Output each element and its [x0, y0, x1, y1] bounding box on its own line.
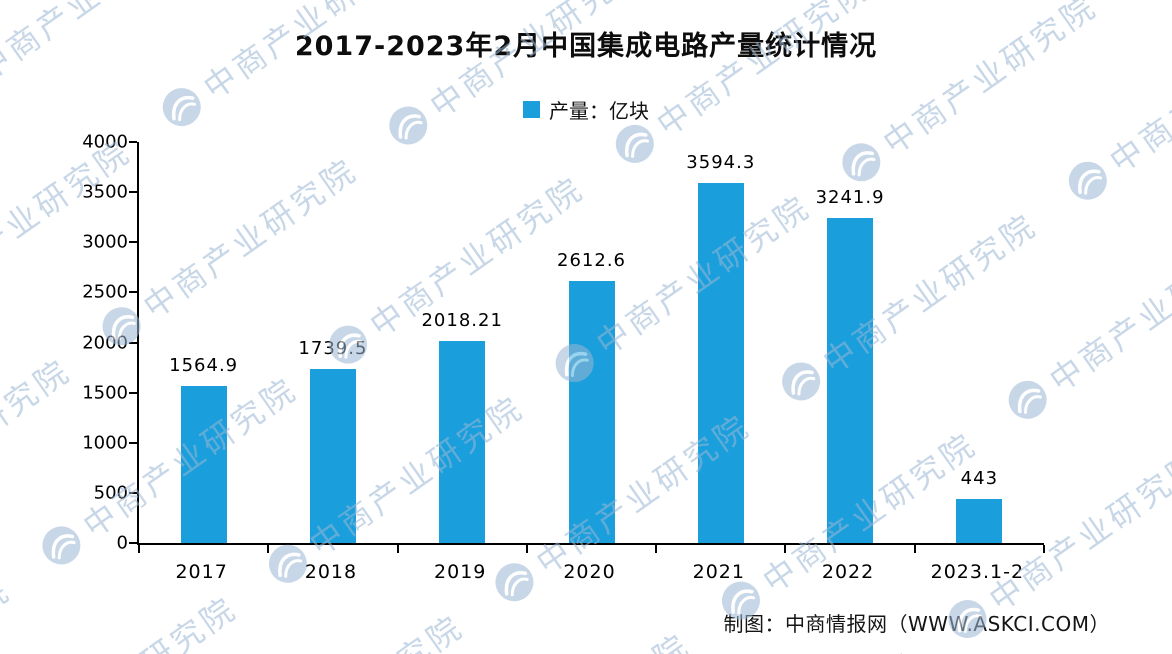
watermark-item: 中商产业研究院 — [1164, 457, 1172, 654]
bar-value-label: 2612.6 — [557, 250, 626, 272]
x-tick-label: 2018 — [304, 561, 358, 583]
x-tick-label: 2023.1-2 — [930, 561, 1025, 583]
y-tick-label: 0 — [116, 532, 128, 554]
bar-value-label: 3241.9 — [815, 187, 885, 208]
x-tick-label: 2021 — [692, 561, 745, 583]
chart-title: 2017-2023年2月中国集成电路产量统计情况 — [294, 31, 878, 62]
x-axis-labels: 2017 2018 2019 2020 2021 2022 2023.1-2 — [137, 553, 1042, 585]
y-tick-label: 2500 — [82, 281, 128, 303]
x-tick-mark — [396, 545, 399, 553]
watermark-text: 中商产业研究院 — [0, 566, 19, 654]
watermark-item: 中商产业研究院 — [0, 584, 245, 654]
x-tick-label: 2019 — [434, 561, 487, 583]
y-tick-label: 2000 — [82, 332, 128, 353]
watermark-item: 中商产业研究院 — [198, 602, 472, 654]
y-tick-mark — [129, 241, 137, 244]
bar-value-label: 1739.5 — [298, 337, 368, 359]
watermark-item: 中商产业研究院 — [651, 639, 925, 654]
watermark-text: 中商产业研究院 — [239, 602, 472, 654]
bar-value-label: 3594.3 — [686, 151, 756, 173]
y-tick-label: 1000 — [82, 432, 128, 454]
bar-value-label: 443 — [960, 467, 999, 489]
x-tick-mark — [138, 545, 140, 553]
bar-2021 — [697, 182, 744, 543]
watermark-text: 中商产业研究院 — [466, 621, 699, 654]
source-credit: 制图：中商情报网（WWW.ASKCI.COM） — [723, 612, 1110, 636]
x-tick-mark — [1043, 545, 1045, 553]
watermark-item: 中商产业研究院 — [0, 566, 19, 654]
y-tick-mark — [129, 191, 137, 194]
watermark-text: 中商产业研究院 — [13, 584, 246, 654]
x-tick-label: 2017 — [175, 561, 228, 583]
bar-2017 — [180, 386, 227, 543]
legend: 产量：亿块 — [0, 95, 1172, 124]
y-tick-label: 4000 — [82, 131, 128, 153]
y-tick-label: 3500 — [82, 181, 128, 203]
y-tick-mark — [129, 491, 137, 494]
watermark-logo-icon — [1166, 610, 1172, 654]
watermark-text: 中商产业研究院 — [1042, 224, 1172, 400]
x-tick-mark — [655, 545, 658, 553]
bar-2022 — [827, 218, 874, 543]
watermark-item: 中商产业研究院 — [425, 621, 699, 654]
x-tick-mark — [267, 545, 270, 553]
legend-label: 产量：亿块 — [549, 99, 649, 123]
bar-2023.1-2 — [956, 498, 1003, 543]
y-tick-label: 500 — [93, 482, 128, 504]
bar-value-label: 1564.9 — [169, 355, 239, 377]
x-tick-mark — [525, 545, 528, 553]
watermark-logo-icon — [1068, 161, 1107, 200]
y-tick-mark — [129, 441, 137, 444]
bar-2018 — [309, 368, 356, 543]
y-axis-labels: 0 500 1000 1500 2000 2500 3000 3500 4000 — [0, 132, 128, 554]
legend-swatch-icon — [523, 101, 540, 118]
y-tick-label: 3000 — [82, 231, 128, 253]
x-tick-mark — [784, 545, 787, 553]
y-tick-label: 1500 — [82, 382, 128, 404]
y-tick-mark — [129, 291, 137, 294]
plot-area: 1564.9 1739.5 2018.21 2612.6 3594.3 3241.9 443 — [129, 141, 1045, 553]
x-tick-label: 2020 — [563, 561, 616, 583]
bar-2020 — [568, 281, 615, 543]
bar-value-label: 2018.21 — [421, 309, 503, 331]
y-tick-mark — [129, 542, 137, 544]
x-tick-label: 2022 — [821, 561, 875, 583]
y-tick-mark — [129, 141, 137, 143]
y-tick-mark — [129, 341, 137, 344]
y-tick-mark — [129, 391, 137, 394]
bar-2019 — [439, 340, 486, 543]
watermark-text: 中商产业研究院 — [692, 639, 925, 654]
x-tick-mark — [913, 545, 916, 553]
